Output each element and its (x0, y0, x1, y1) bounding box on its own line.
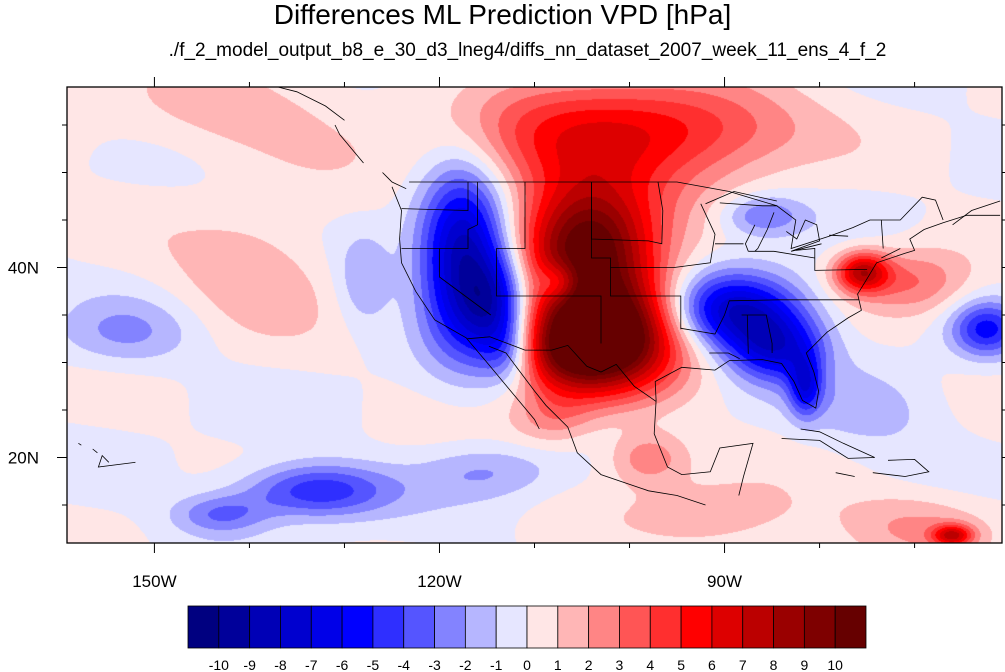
colorbar-swatch (526, 605, 559, 649)
colorbar-swatch (495, 605, 528, 649)
colorbar-swatch (834, 605, 867, 649)
colorbar-level-label: 0 (523, 657, 531, 672)
colorbar: -10 -9 -8 -7 -6 -5 -4 -3 -2 -1 0 1 2 3 4 5 6 7 8 9 10 (187, 605, 867, 672)
coast-line (741, 314, 773, 353)
coast-line (610, 203, 716, 268)
colorbar-swatch (218, 605, 251, 649)
chart-title: Differences ML Prediction VPD [hPa] (273, 0, 732, 30)
coast-line (744, 224, 756, 252)
coast-line (591, 181, 664, 245)
colorbar-swatch (341, 605, 374, 649)
colorbar-swatch (588, 605, 620, 649)
colorbar-level-label: -7 (305, 657, 318, 672)
vpd-difference-field (67, 87, 1002, 543)
colorbar-level-label: -3 (428, 657, 441, 672)
colorbar-level-label: -2 (459, 657, 472, 672)
colorbar-level-label: -4 (398, 657, 411, 672)
coast-line (401, 182, 469, 211)
coast-line (382, 172, 407, 190)
coast-line (952, 200, 1001, 226)
colorbar-swatch (619, 605, 651, 649)
coast-line (680, 299, 859, 335)
colorbar-level-label: 7 (739, 657, 747, 672)
colorbar-level-label: 3 (616, 657, 624, 672)
colorbar-swatch (680, 605, 713, 649)
colorbar-level-label: 8 (770, 657, 778, 672)
y-tick-label: 20N (8, 449, 39, 468)
colorbar-swatch (557, 605, 590, 649)
coast-line (880, 219, 884, 249)
colorbar-level-label: -9 (243, 657, 256, 672)
coast-line (748, 250, 815, 259)
colorbar-level-label: 2 (585, 657, 593, 672)
colorbar-level-label: -1 (490, 657, 503, 672)
coast-line (786, 219, 822, 252)
colorbar-level-label: 5 (677, 657, 685, 672)
colorbar-swatch (249, 605, 281, 649)
coast-line (97, 454, 136, 468)
x-tick-label: 120W (417, 572, 461, 591)
colorbar-level-label: 4 (646, 657, 654, 672)
coast-line (795, 248, 868, 271)
coast-line (709, 352, 740, 360)
coast-line (653, 400, 754, 496)
colorbar-level-label: 1 (554, 657, 562, 672)
colorbar-swatch (711, 605, 744, 649)
coast-line (781, 428, 875, 459)
colorbar-level-label: 6 (708, 657, 716, 672)
colorbar-swatch (280, 605, 312, 649)
y-tick-label: 40N (8, 259, 39, 278)
coast-line (496, 182, 602, 344)
colorbar-swatch (742, 605, 774, 649)
coast-line (754, 212, 775, 252)
coast-line (829, 234, 849, 237)
colorbar-swatch (464, 605, 497, 649)
coast-line (654, 214, 1001, 409)
coast-line (835, 472, 855, 477)
coast-line (334, 124, 364, 164)
coast-line (872, 458, 930, 477)
coast-line (705, 191, 777, 205)
colorbar-swatch (803, 605, 836, 649)
coast-line (881, 248, 901, 259)
coast-line (78, 442, 82, 446)
coast-line (746, 314, 749, 354)
colorbar-level-label: -8 (274, 657, 287, 672)
colorbar-swatch (403, 605, 435, 649)
coast-line (391, 186, 540, 430)
colorbar-level-label: -6 (336, 657, 349, 672)
colorbar-swatch (187, 605, 220, 649)
coast-line (719, 202, 777, 207)
coastlines-and-borders (78, 86, 1001, 506)
colorbar-level-label: 9 (800, 657, 808, 672)
colorbar-swatch (773, 605, 805, 649)
coast-line (439, 182, 492, 316)
colorbar-level-label: -5 (367, 657, 380, 672)
coast-line (409, 181, 944, 250)
x-tick-label: 90W (707, 572, 742, 591)
coast-line (591, 182, 682, 330)
axis-tick-labels: 150W 120W 90W 20N 40N (8, 259, 742, 592)
colorbar-swatch (434, 605, 466, 649)
chart-subtitle: ./f_2_model_output_b8_e_30_d3_lneg4/diff… (168, 40, 887, 61)
x-tick-label: 150W (132, 572, 176, 591)
coast-line (92, 448, 98, 454)
colorbar-level-label: -10 (209, 657, 229, 672)
colorbar-swatch (372, 605, 405, 649)
colorbar-level-label: 10 (827, 657, 843, 672)
coast-line (466, 336, 657, 402)
colorbar-swatch (310, 605, 343, 649)
coast-line (277, 86, 345, 121)
coast-line (488, 345, 706, 506)
colorbar-swatch (649, 605, 682, 649)
